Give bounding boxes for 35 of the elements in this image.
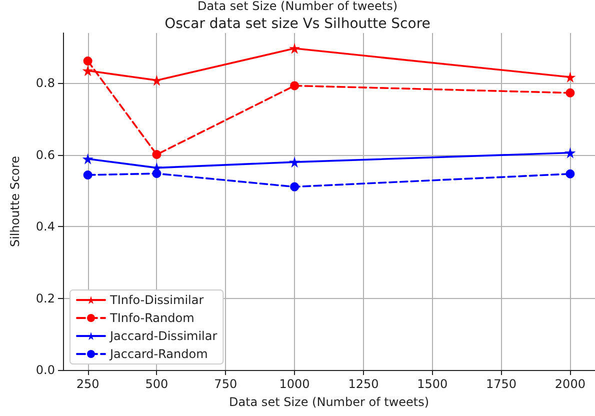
point [566, 169, 575, 178]
point [83, 56, 92, 66]
x-tick-label: 2000 [554, 377, 586, 391]
point [290, 182, 300, 192]
y-tick-label: 0.4 [36, 220, 55, 234]
x-tick-label: 1750 [486, 377, 517, 391]
legend-label: TInfo-Random [109, 311, 194, 325]
legend-label: Jaccard-Dissimilar [109, 329, 218, 343]
x-axis-title: Data set Size (Number of tweets) [228, 395, 430, 409]
point [290, 81, 300, 90]
point [152, 169, 162, 178]
y-tick-label: 0.8 [36, 76, 55, 90]
x-tick-label: 1000 [279, 377, 310, 391]
x-tick-label: 1500 [417, 377, 448, 391]
point [83, 170, 92, 180]
point [152, 150, 162, 160]
chart-title: Oscar data set size Vs Silhoutte Score [164, 16, 430, 32]
legend-label: Jaccard-Random [109, 347, 208, 361]
y-tick-label: 0.6 [36, 148, 55, 162]
x-tick-label: 500 [145, 377, 168, 391]
point [289, 156, 300, 168]
y-axis-title: Silhoutte Score [8, 156, 22, 248]
point [566, 88, 575, 98]
y-tick-label: 0.0 [36, 363, 55, 377]
x-tick-label: 250 [76, 377, 100, 391]
y-tick-label: 0.2 [36, 291, 55, 306]
x-tick-label: 750 [214, 377, 238, 391]
point [564, 147, 576, 158]
text: Data set Size (Number of tweets) [197, 0, 398, 13]
point [82, 153, 94, 164]
point [289, 42, 300, 54]
point [82, 65, 94, 76]
x-tick-label: 1250 [348, 377, 379, 391]
legend-label: TInfo-Dissimilar [109, 293, 204, 307]
point [564, 72, 576, 83]
